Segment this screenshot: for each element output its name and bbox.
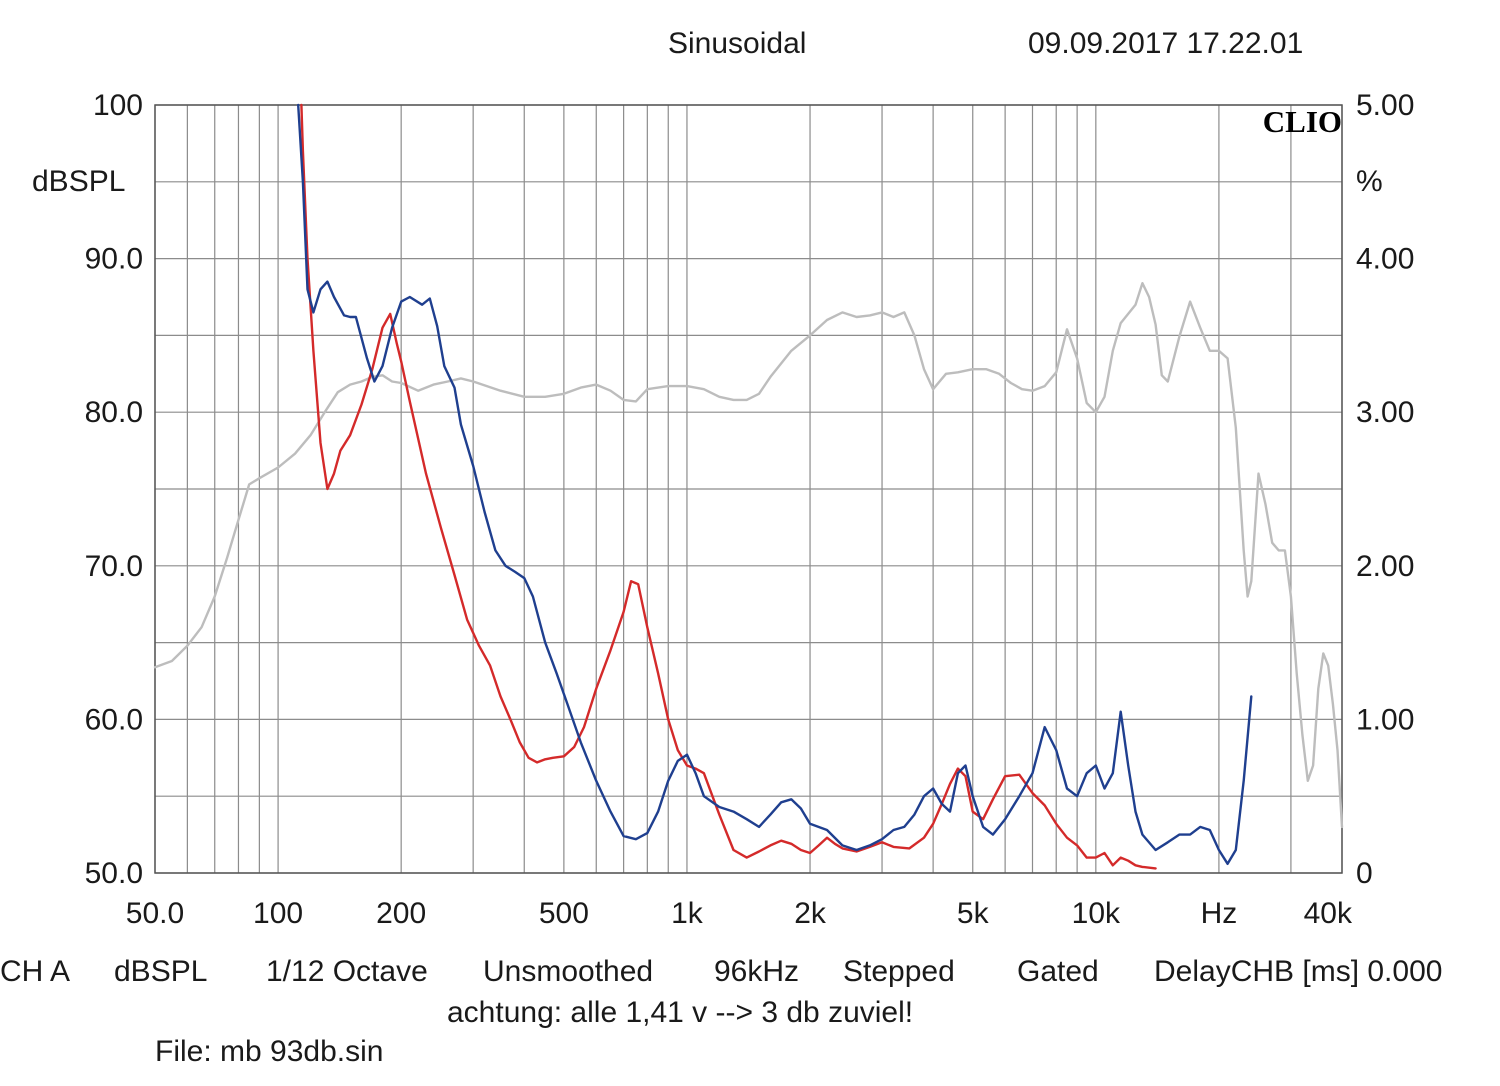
- x-tick-label: 5k: [957, 897, 990, 930]
- x-tick-label: 100: [253, 897, 303, 930]
- y-tick-label: 90.0: [85, 243, 143, 276]
- footer-sample-rate: 96kHz: [714, 955, 800, 988]
- plot-frame: [154, 104, 1343, 874]
- y-tick-label: 70.0: [85, 550, 143, 583]
- measurement-datetime: 09.09.2017 17.22.01: [1028, 27, 1304, 60]
- x-tick-label: 40k: [1304, 897, 1353, 930]
- series-0-line: [153, 282, 1344, 829]
- x-tick-label: 10k: [1072, 897, 1121, 930]
- x-tick-label: Hz: [1201, 897, 1238, 930]
- x-tick-label: 50.0: [126, 897, 184, 930]
- y2-tick-label: 4.00: [1356, 243, 1414, 276]
- footer-comment: achtung: alle 1,41 v --> 3 db zuviel!: [447, 996, 914, 1029]
- measurement-mode: Sinusoidal: [668, 27, 807, 60]
- y-tick-label: 60.0: [85, 703, 143, 736]
- x-tick-label: 500: [539, 897, 589, 930]
- x-tick-label: 200: [376, 897, 426, 930]
- y2-tick-label: 5.00: [1356, 89, 1414, 122]
- chart-tick-labels: 100 90.0 80.0 70.0 60.0 50.0 5.00 4.00 3.00 2.00 1…: [85, 89, 1415, 930]
- footer-smoothed: Unsmoothed: [483, 955, 654, 988]
- series-2-line: [297, 103, 1253, 865]
- footer-sweep: Stepped: [843, 955, 955, 988]
- y-tick-label: 100: [93, 89, 143, 122]
- x-tick-label: 1k: [671, 897, 704, 930]
- y2-tick-label: 3.00: [1356, 396, 1414, 429]
- y2-tick-label: 0: [1356, 857, 1373, 890]
- chart-curves: [153, 103, 1344, 870]
- chart-grid: [154, 104, 1343, 874]
- footer-file: File: mb 93db.sin: [155, 1035, 384, 1068]
- series-1-line: [300, 103, 1157, 870]
- footer-delay: DelayCHB [ms] 0.000: [1154, 955, 1443, 988]
- y2-axis-unit-label: %: [1356, 165, 1383, 198]
- clio-logo: CLIO: [1263, 104, 1342, 139]
- footer-unit: dBSPL: [114, 955, 208, 988]
- y-tick-label: 50.0: [85, 857, 143, 890]
- x-tick-label: 2k: [794, 897, 827, 930]
- footer-smoothing: 1/12 Octave: [266, 955, 428, 988]
- y2-tick-label: 1.00: [1356, 703, 1414, 736]
- footer-channel: CH A: [0, 955, 71, 988]
- footer-gating: Gated: [1017, 955, 1099, 988]
- y-tick-label: 80.0: [85, 396, 143, 429]
- y2-tick-label: 2.00: [1356, 550, 1414, 583]
- y-axis-unit-label: dBSPL: [32, 165, 126, 198]
